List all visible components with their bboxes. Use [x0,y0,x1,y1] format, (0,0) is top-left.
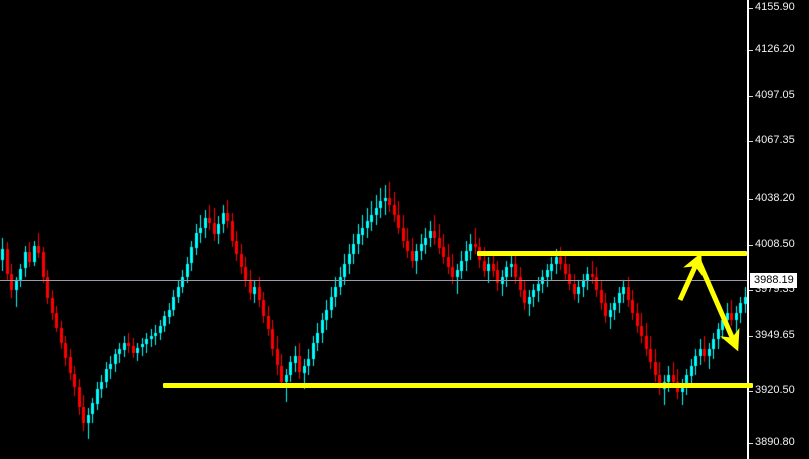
price-axis-tick [749,199,753,200]
price-axis-tick [749,141,753,142]
chart-plot-area[interactable] [0,0,753,459]
price-axis-tick [749,443,753,444]
price-axis-label: 3979.35 [755,283,795,295]
price-axis-label: 3920.50 [755,384,795,396]
resistance-trendline[interactable] [477,251,747,256]
price-axis-tick [749,50,753,51]
price-axis-label: 4067.35 [755,134,795,146]
price-axis-label: 4008.50 [755,238,795,250]
price-axis-tick [749,336,753,337]
crosshair-horizontal-line [0,280,747,281]
price-axis-label: 4155.90 [755,1,795,13]
price-axis-tick [749,96,753,97]
candlestick-series [0,0,747,459]
price-axis[interactable]: 4155.90 4126.20 4097.05 4067.35 4038.20 4008.… [747,0,809,459]
price-axis-label: 4126.20 [755,43,795,55]
price-axis-label: 4038.20 [755,192,795,204]
price-axis-label: 3949.65 [755,329,795,341]
price-axis-label: 3890.80 [755,436,795,448]
current-price-tag: 3988.19 [750,273,797,288]
price-axis-tick [749,290,753,291]
support-trendline[interactable] [163,383,753,388]
price-axis-tick [749,245,753,246]
price-axis-tick [749,391,753,392]
price-axis-tick [749,8,753,9]
price-axis-label: 4097.05 [755,89,795,101]
